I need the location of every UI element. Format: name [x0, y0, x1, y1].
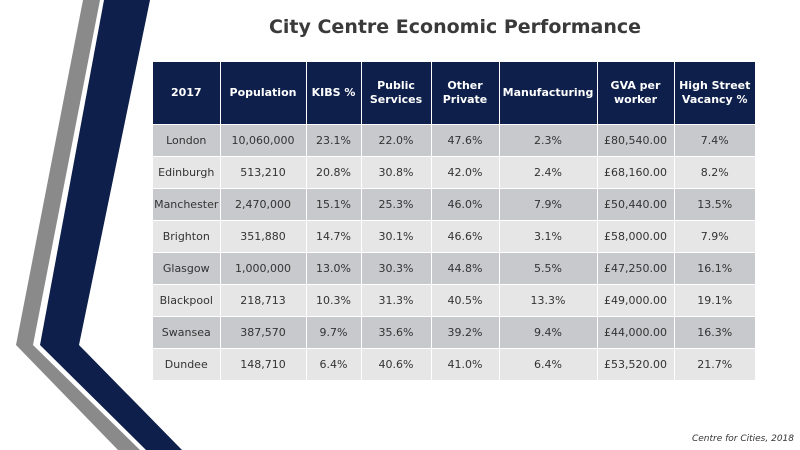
cell-kibs: 23.1% — [306, 124, 362, 157]
cell-population: 148,710 — [220, 348, 307, 380]
table-row: London 10,060,000 23.1% 22.0% 47.6% 2.3% £80,5… — [153, 124, 755, 157]
header-public-services: Public Services — [361, 62, 432, 125]
cell-other-private: 46.6% — [431, 220, 500, 253]
cell-high-street-vacancy: 16.3% — [674, 316, 755, 349]
header-other-private: Other Private — [431, 62, 500, 125]
cell-city: Edinburgh — [153, 156, 221, 189]
cell-other-private: 46.0% — [431, 188, 500, 221]
cell-kibs: 10.3% — [306, 284, 362, 317]
cell-city: Dundee — [153, 348, 221, 380]
cell-manufacturing: 5.5% — [499, 252, 598, 285]
cell-gva-per-worker: £49,000.00 — [597, 284, 675, 317]
cell-manufacturing: 7.9% — [499, 188, 598, 221]
cell-public-services: 30.3% — [361, 252, 432, 285]
cell-other-private: 44.8% — [431, 252, 500, 285]
cell-city: London — [153, 124, 221, 157]
cell-manufacturing: 2.3% — [499, 124, 598, 157]
table-row: Edinburgh 513,210 20.8% 30.8% 42.0% 2.4% £68,1… — [153, 156, 755, 189]
cell-kibs: 15.1% — [306, 188, 362, 221]
header-high-street-vacancy: High Street Vacancy % — [674, 62, 755, 125]
navy-stripe-top — [40, 0, 150, 345]
cell-high-street-vacancy: 7.9% — [674, 220, 755, 253]
cell-high-street-vacancy: 19.1% — [674, 284, 755, 317]
table-row: Dundee 148,710 6.4% 40.6% 41.0% 6.4% £53,520.0… — [153, 348, 755, 380]
cell-population: 218,713 — [220, 284, 307, 317]
cell-gva-per-worker: £50,440.00 — [597, 188, 675, 221]
cell-city: Blackpool — [153, 284, 221, 317]
cell-population: 2,470,000 — [220, 188, 307, 221]
cell-population: 1,000,000 — [220, 252, 307, 285]
cell-population: 10,060,000 — [220, 124, 307, 157]
cell-high-street-vacancy: 21.7% — [674, 348, 755, 380]
cell-gva-per-worker: £44,000.00 — [597, 316, 675, 349]
table-row: Brighton 351,880 14.7% 30.1% 46.6% 3.1% £58,00… — [153, 220, 755, 253]
cell-public-services: 31.3% — [361, 284, 432, 317]
cell-kibs: 13.0% — [306, 252, 362, 285]
cell-city: Brighton — [153, 220, 221, 253]
cell-high-street-vacancy: 13.5% — [674, 188, 755, 221]
cell-public-services: 30.1% — [361, 220, 432, 253]
cell-public-services: 40.6% — [361, 348, 432, 380]
cell-gva-per-worker: £47,250.00 — [597, 252, 675, 285]
cell-public-services: 30.8% — [361, 156, 432, 189]
navy-stripe-bottom — [40, 345, 182, 450]
cell-city: Manchester — [153, 188, 221, 221]
cell-public-services: 22.0% — [361, 124, 432, 157]
cell-other-private: 41.0% — [431, 348, 500, 380]
cell-gva-per-worker: £58,000.00 — [597, 220, 675, 253]
cell-gva-per-worker: £80,540.00 — [597, 124, 675, 157]
cell-kibs: 14.7% — [306, 220, 362, 253]
cell-population: 513,210 — [220, 156, 307, 189]
header-kibs: KIBS % — [306, 62, 362, 125]
table-row: Swansea 387,570 9.7% 35.6% 39.2% 9.4% £44,000.… — [153, 316, 755, 349]
cell-kibs: 6.4% — [306, 348, 362, 380]
cell-manufacturing: 3.1% — [499, 220, 598, 253]
cell-manufacturing: 13.3% — [499, 284, 598, 317]
cell-other-private: 47.6% — [431, 124, 500, 157]
cell-gva-per-worker: £53,520.00 — [597, 348, 675, 380]
cell-high-street-vacancy: 16.1% — [674, 252, 755, 285]
table-row: Blackpool 218,713 10.3% 31.3% 40.5% 13.3% £49,… — [153, 284, 755, 317]
economic-performance-table: 2017 Population KIBS % Public Services O… — [153, 62, 755, 380]
cell-public-services: 25.3% — [361, 188, 432, 221]
cell-city: Swansea — [153, 316, 221, 349]
cell-manufacturing: 2.4% — [499, 156, 598, 189]
source-note: Centre for Cities, 2018 — [691, 434, 794, 444]
cell-other-private: 42.0% — [431, 156, 500, 189]
cell-public-services: 35.6% — [361, 316, 432, 349]
cell-high-street-vacancy: 7.4% — [674, 124, 755, 157]
table-header-row: 2017 Population KIBS % Public Services O… — [153, 62, 755, 125]
header-gva-per-worker: GVA per worker — [597, 62, 675, 125]
cell-other-private: 40.5% — [431, 284, 500, 317]
cell-manufacturing: 9.4% — [499, 316, 598, 349]
cell-kibs: 9.7% — [306, 316, 362, 349]
cell-city: Glasgow — [153, 252, 221, 285]
header-manufacturing: Manufacturing — [499, 62, 598, 125]
table-body: London 10,060,000 23.1% 22.0% 47.6% 2.3% £80,5… — [153, 124, 755, 380]
header-year: 2017 — [153, 62, 221, 125]
cell-kibs: 20.8% — [306, 156, 362, 189]
cell-gva-per-worker: £68,160.00 — [597, 156, 675, 189]
cell-manufacturing: 6.4% — [499, 348, 598, 380]
cell-high-street-vacancy: 8.2% — [674, 156, 755, 189]
cell-population: 351,880 — [220, 220, 307, 253]
gray-stripe-bottom — [16, 345, 140, 450]
gray-stripe-top — [16, 0, 100, 345]
cell-other-private: 39.2% — [431, 316, 500, 349]
cell-population: 387,570 — [220, 316, 307, 349]
table-row: Manchester 2,470,000 15.1% 25.3% 46.0% 7.9% £5… — [153, 188, 755, 221]
table-row: Glasgow 1,000,000 13.0% 30.3% 44.8% 5.5% £47,2… — [153, 252, 755, 285]
slide-title: City Centre Economic Performance — [268, 16, 642, 38]
header-population: Population — [220, 62, 307, 125]
